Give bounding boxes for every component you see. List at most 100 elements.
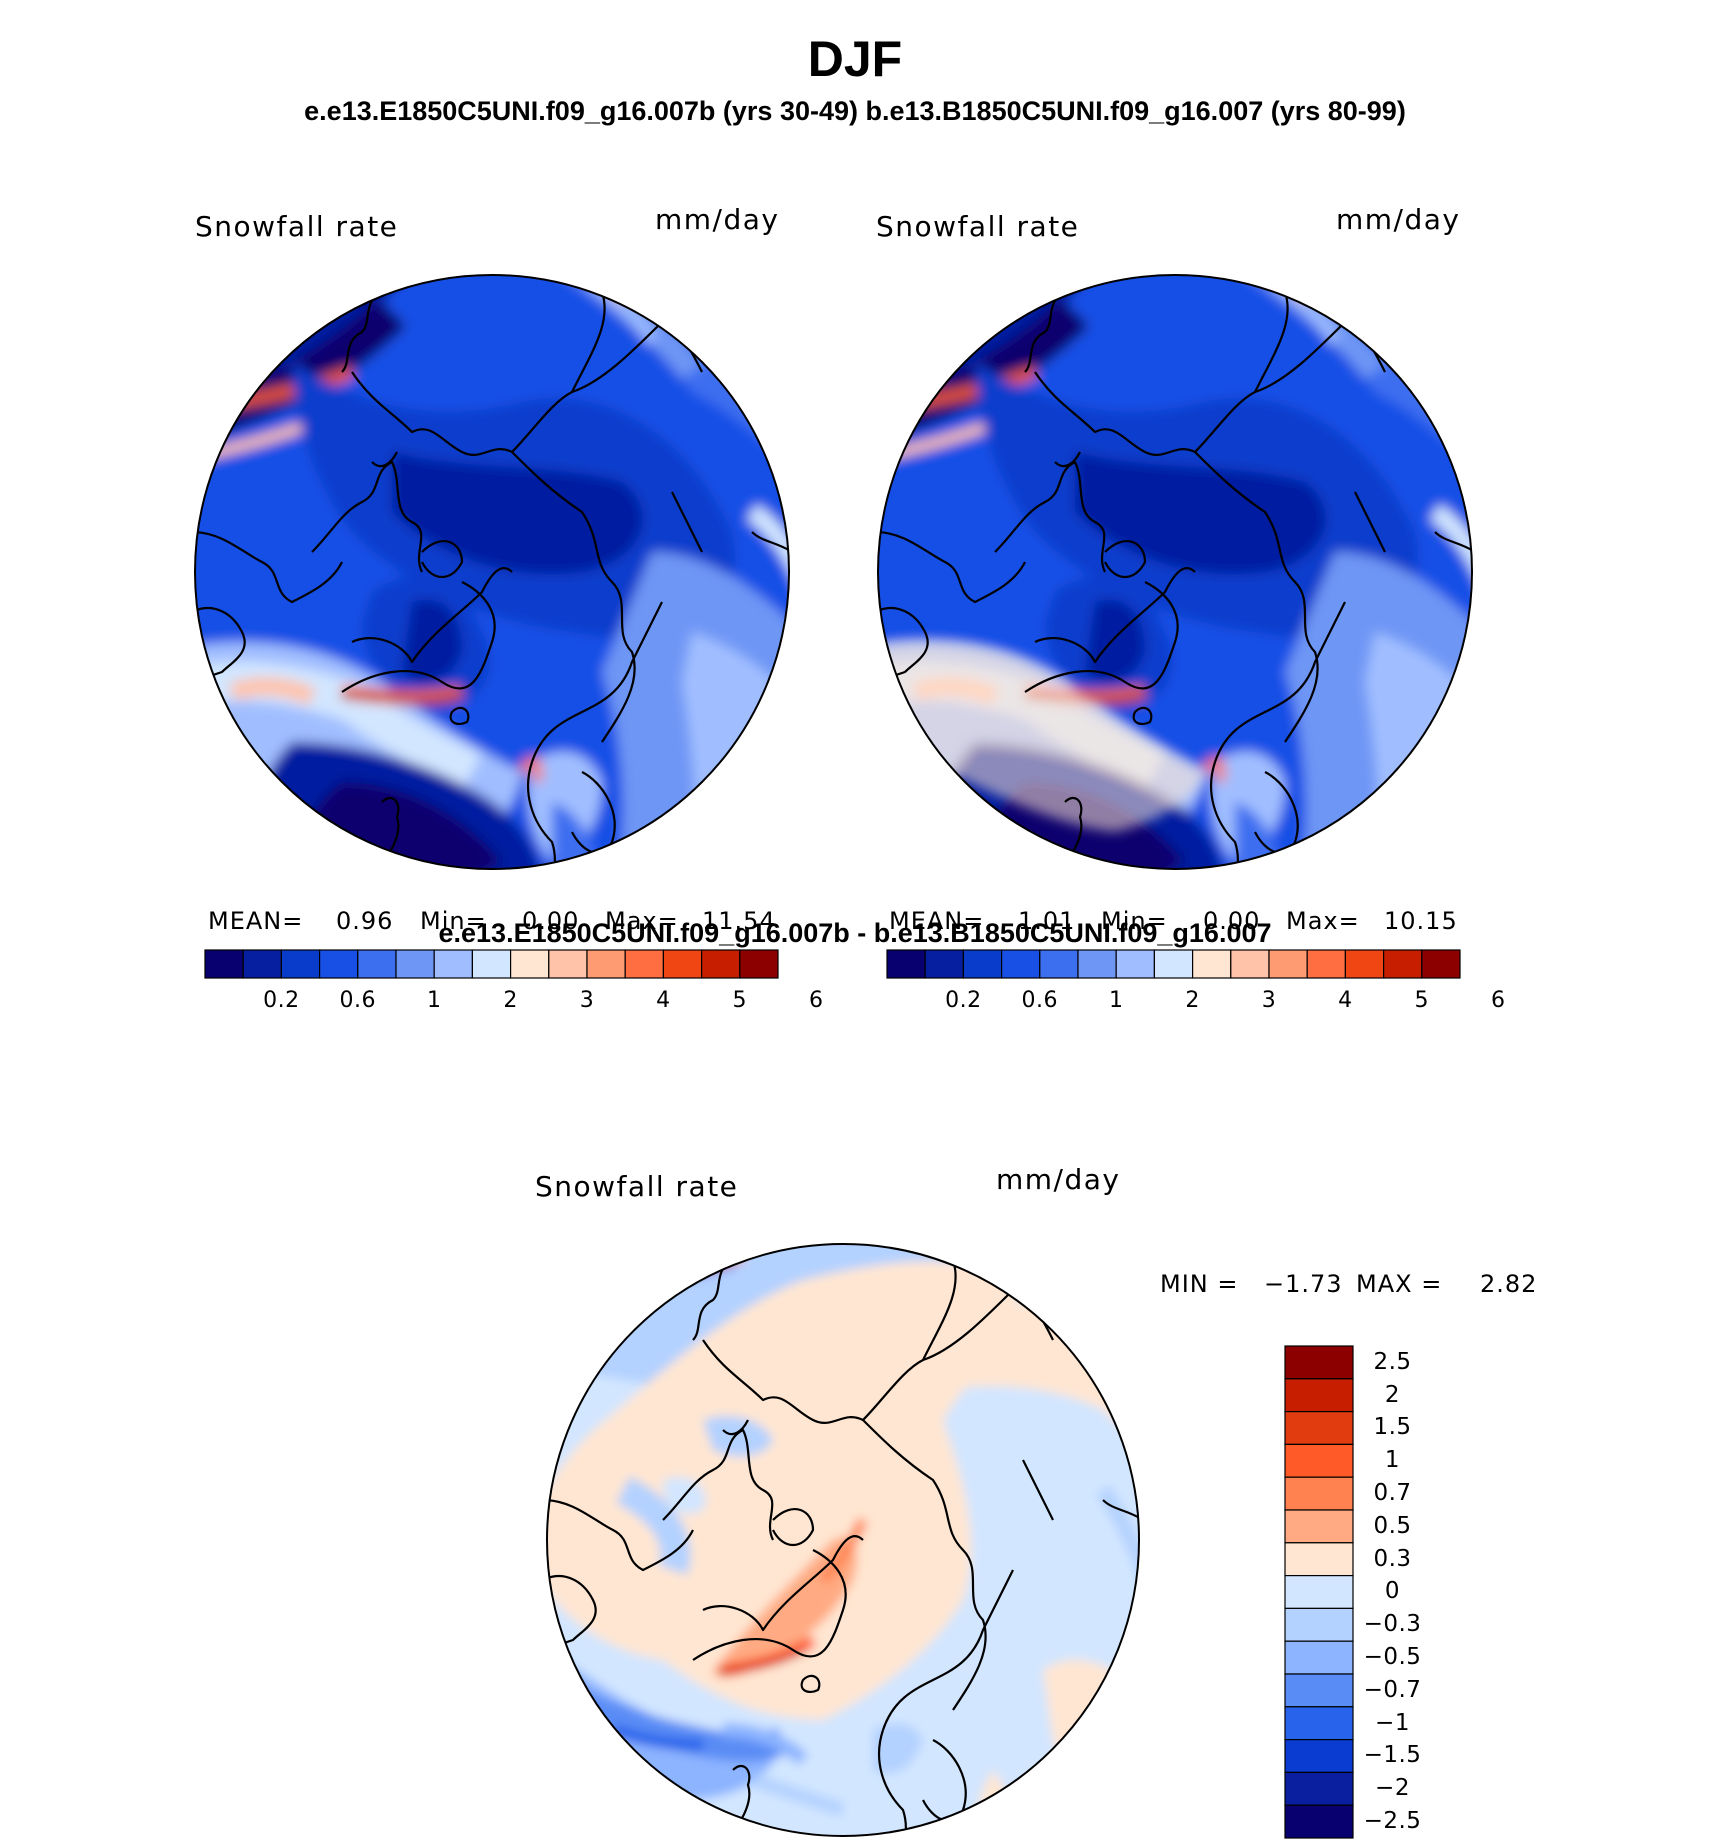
diff-colorbar-box xyxy=(1284,1345,1354,1380)
panel2-max-label: Max= xyxy=(1286,907,1360,935)
panel1-colorbar-box xyxy=(357,949,397,979)
diff-colorbar-tick-label: −0.7 xyxy=(1363,1676,1422,1703)
panel1-colorbar-box xyxy=(204,949,244,979)
panel2-colorbar-box xyxy=(1000,949,1041,979)
panel2-colorbar xyxy=(886,949,1461,979)
panel1-map-border xyxy=(194,274,790,870)
panel1-colorbar-box xyxy=(548,949,588,979)
panel2-colorbar-box xyxy=(1268,949,1308,979)
panel1-colorbar-box xyxy=(471,949,512,979)
panel2-colorbar-tick-label: 2 xyxy=(1185,988,1200,1013)
panel2-colorbar-tick-label: 1 xyxy=(1108,988,1124,1013)
panel1-colorbar-tick-label: 4 xyxy=(656,988,671,1013)
diff-colorbar-box xyxy=(1284,1607,1354,1642)
diff-variable: Snowfall rate xyxy=(535,1170,739,1203)
diff-max-value: 2.82 xyxy=(1480,1270,1538,1298)
panel2-colorbar-box xyxy=(924,949,965,979)
panel1-colorbar xyxy=(204,949,779,979)
diff-colorbar-box xyxy=(1284,1574,1354,1609)
panel1-mean-label: MEAN= xyxy=(208,907,304,935)
diff-colorbar-box xyxy=(1284,1476,1354,1511)
panel2-colorbar-box xyxy=(1077,949,1117,979)
panel2-colorbar-box xyxy=(1115,949,1155,979)
panel2-min-label: Min= xyxy=(1101,907,1168,935)
panel1-colorbar-box xyxy=(280,949,321,979)
panel1-max-value: 11.54 xyxy=(702,907,776,935)
panel1-colorbar-box xyxy=(624,949,665,979)
diff-colorbar-box xyxy=(1284,1410,1354,1445)
diff-colorbar-box xyxy=(1284,1804,1354,1839)
diff-colorbar-box xyxy=(1284,1771,1354,1806)
diff-colorbar-tick-label: 0.3 xyxy=(1373,1545,1412,1572)
diff-colorbar-box xyxy=(1284,1706,1354,1741)
panel2-colorbar-box xyxy=(1153,949,1194,979)
panel1-min-value: 0.00 xyxy=(522,907,580,935)
diff-colorbar-box xyxy=(1284,1673,1354,1708)
diff-colorbar-tick-label: 0.5 xyxy=(1373,1512,1412,1539)
panel1-colorbar-tick-label: 6 xyxy=(808,988,824,1013)
diff-colorbar-tick-label: 2 xyxy=(1384,1381,1401,1408)
diff-colorbar-tick-label: 1 xyxy=(1384,1447,1401,1474)
panel2-colorbar-tick-label: 0.6 xyxy=(1021,988,1059,1013)
panel2-colorbar-box xyxy=(1344,949,1385,979)
panel2-colorbar-tick-label: 4 xyxy=(1338,988,1353,1013)
panel2-variable: Snowfall rate xyxy=(876,210,1080,243)
panel2-map xyxy=(878,275,1472,869)
panel1-colorbar-tick-label: 0.6 xyxy=(339,988,377,1013)
diff-colorbar-tick-label: 1.5 xyxy=(1373,1414,1412,1441)
diff-colorbar-tick-label: 0.7 xyxy=(1373,1480,1412,1506)
panel1-colorbar-box xyxy=(510,949,550,979)
panel1-colorbar-tick-label: 1 xyxy=(426,988,442,1013)
panel2-units: mm/day xyxy=(1336,203,1461,236)
diff-colorbar-tick-label: −0.3 xyxy=(1363,1611,1422,1638)
panel1-colorbar-tick-label: 5 xyxy=(732,988,748,1013)
diff-colorbar-box xyxy=(1284,1378,1354,1413)
panel1-colorbar-box xyxy=(662,949,703,979)
diff-units: mm/day xyxy=(996,1163,1121,1196)
diff-colorbar-box xyxy=(1284,1443,1354,1478)
panel1-colorbar-tick-label: 2 xyxy=(503,988,518,1013)
diff-max-label: MAX = xyxy=(1356,1270,1443,1298)
panel1-min-label: Min= xyxy=(420,907,487,935)
panel2-colorbar-box xyxy=(962,949,1003,979)
panel1-units: mm/day xyxy=(655,203,780,236)
panel2-map-border xyxy=(877,274,1473,870)
diff-colorbar-box xyxy=(1284,1542,1354,1577)
panel2-colorbar-box xyxy=(886,949,926,979)
panel1-colorbar-box xyxy=(586,949,626,979)
panel1-colorbar-tick-label: 3 xyxy=(579,988,595,1013)
panel2-colorbar-tick-label: 0.2 xyxy=(945,988,982,1013)
diff-colorbar-box xyxy=(1284,1509,1354,1544)
panel2-mean-label: MEAN= xyxy=(889,907,985,935)
panel1-variable: Snowfall rate xyxy=(195,210,399,243)
diff-colorbar-tick-label: −1 xyxy=(1375,1709,1410,1736)
panel2-colorbar-box xyxy=(1306,949,1346,979)
panel1-max-label: Max= xyxy=(605,907,679,935)
panel1-map xyxy=(195,275,789,869)
panel2-colorbar-box xyxy=(1191,949,1232,979)
panel1-mean-value: 0.96 xyxy=(336,907,394,935)
diff-min-label: MIN = xyxy=(1160,1270,1239,1298)
season-title: DJF xyxy=(807,31,903,87)
panel2-colorbar-tick-label: 3 xyxy=(1261,988,1277,1013)
diff-colorbar-box xyxy=(1284,1640,1354,1675)
panel2-colorbar-box xyxy=(1382,949,1423,979)
diff-colorbar-tick-label: −2 xyxy=(1375,1775,1410,1802)
cases-title: e.e13.E1850C5UNI.f09_g16.007b (yrs 30-49… xyxy=(304,96,1406,126)
difference-title: e.e13.E1850C5UNI.f09_g16.007b - b.e13.B1… xyxy=(438,918,1272,948)
diff-colorbar-box xyxy=(1284,1738,1354,1773)
diff-map-border xyxy=(546,1243,1140,1837)
diff-colorbar xyxy=(1284,1345,1354,1839)
panel1-colorbar-box xyxy=(242,949,282,979)
panel1-colorbar-box xyxy=(433,949,474,979)
panel1-colorbar-box xyxy=(395,949,435,979)
panel1-colorbar-tick-label: 0.2 xyxy=(263,988,300,1013)
diff-min-value: −1.73 xyxy=(1264,1270,1343,1298)
panel1-colorbar-box xyxy=(319,949,359,979)
panel2-colorbar-tick-label: 5 xyxy=(1414,988,1430,1013)
diff-colorbar-tick-label: −1.5 xyxy=(1363,1742,1422,1769)
diff-colorbar-tick-label: 2.5 xyxy=(1373,1348,1412,1375)
panel1-colorbar-box xyxy=(700,949,741,979)
diff-colorbar-tick-label: −2.5 xyxy=(1363,1808,1422,1834)
